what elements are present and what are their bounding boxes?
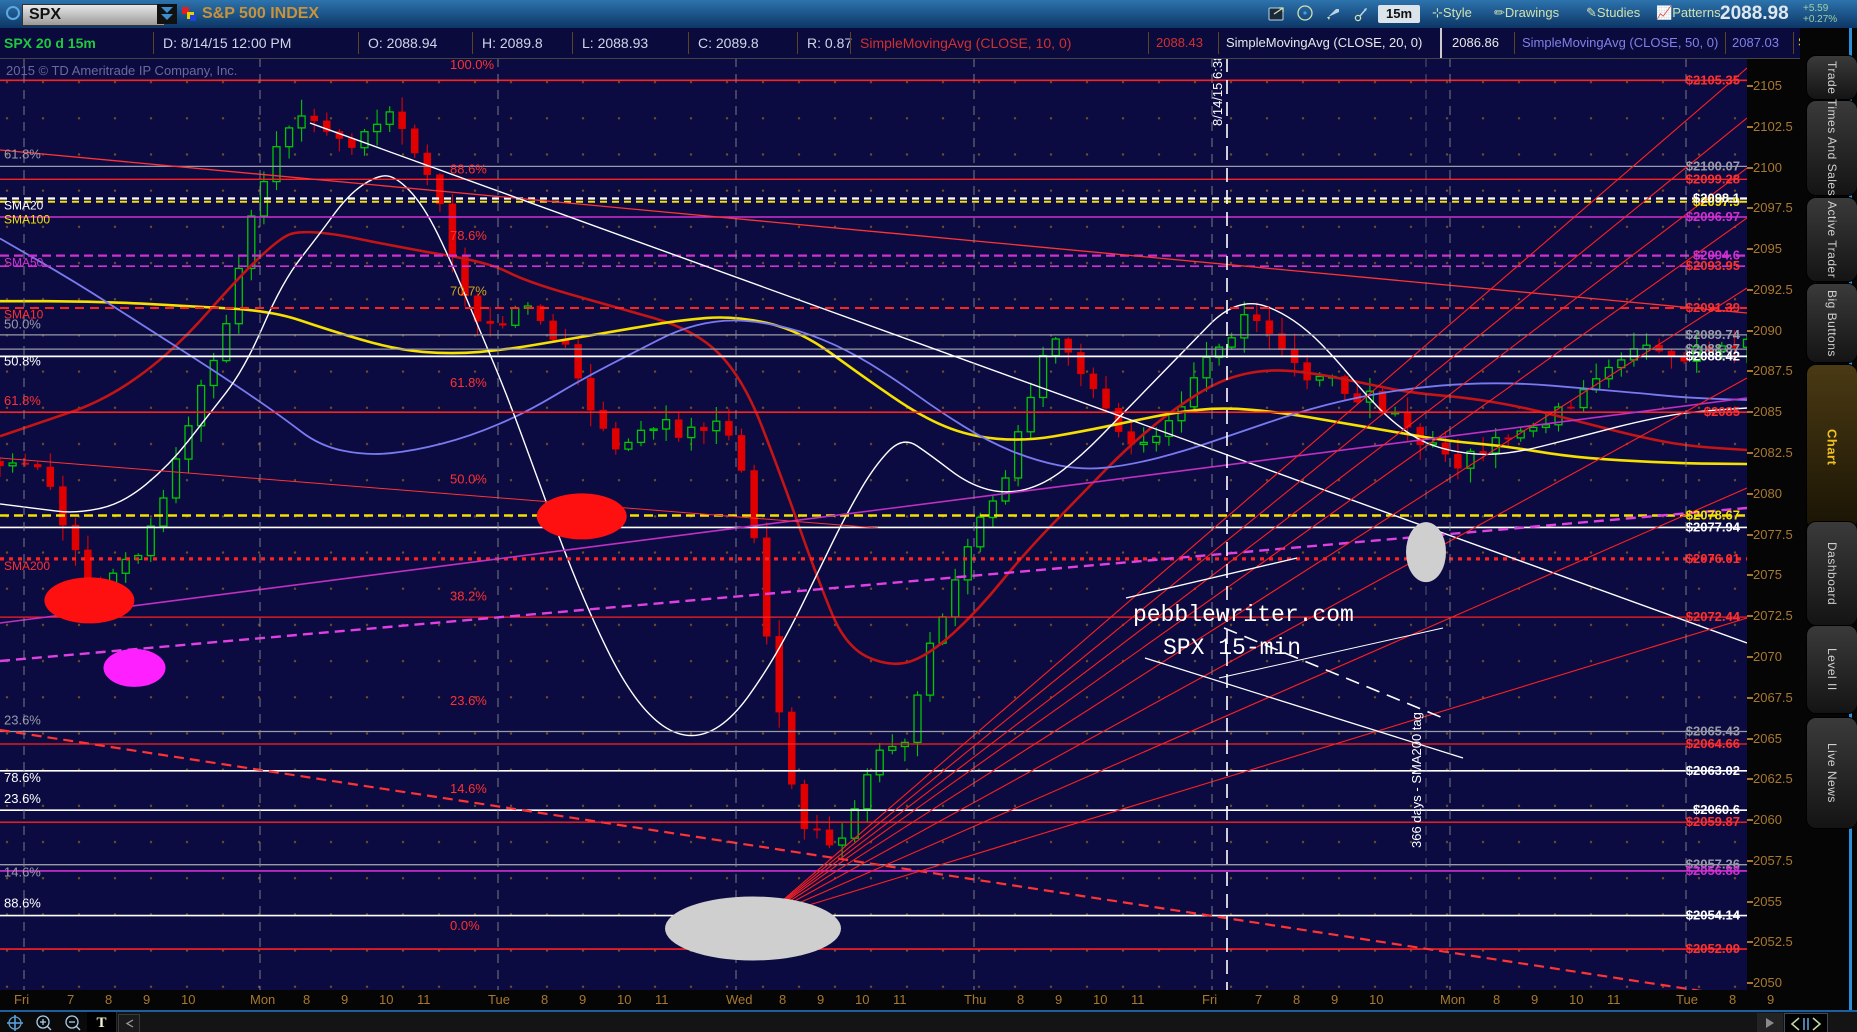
svg-text:$2099.28: $2099.28 [1686, 171, 1740, 186]
svg-text:SPX 15-min: SPX 15-min [1163, 635, 1301, 661]
svg-text:$2064.66: $2064.66 [1686, 736, 1740, 751]
svg-text:$2059.87: $2059.87 [1686, 814, 1740, 829]
svg-text:$2052.09: $2052.09 [1686, 941, 1740, 956]
svg-text:78.6%: 78.6% [450, 228, 487, 243]
svg-text:2015 © TD Ameritrade IP Compan: 2015 © TD Ameritrade IP Company, Inc. [6, 63, 237, 78]
svg-text:SMA20: SMA20 [4, 198, 44, 212]
svg-text:61.8%: 61.8% [4, 147, 41, 162]
svg-text:$2056.88: $2056.88 [1686, 863, 1740, 878]
svg-text:8/14/15 6:38 AM: 8/14/15 6:38 AM [1210, 58, 1225, 126]
svg-text:61.8%: 61.8% [4, 393, 41, 408]
svg-text:$2093.95: $2093.95 [1686, 258, 1740, 273]
svg-text:$2098.1: $2098.1 [1693, 191, 1740, 206]
svg-text:23.6%: 23.6% [4, 713, 41, 728]
svg-text:38.2%: 38.2% [450, 589, 487, 604]
svg-text:366 days - SMA200 tag: 366 days - SMA200 tag [1409, 712, 1424, 848]
svg-text:$2072.44: $2072.44 [1686, 609, 1741, 624]
svg-text:$2105.35: $2105.35 [1686, 72, 1740, 87]
svg-text:100.0%: 100.0% [450, 58, 495, 72]
svg-text:$2091.39: $2091.39 [1686, 300, 1740, 315]
svg-text:88.6%: 88.6% [450, 161, 487, 176]
svg-text:23.6%: 23.6% [450, 693, 487, 708]
svg-text:78.6%: 78.6% [4, 770, 41, 785]
svg-text:$2063.02: $2063.02 [1686, 763, 1740, 778]
svg-text:14.6%: 14.6% [450, 781, 487, 796]
svg-text:SMA200: SMA200 [4, 559, 50, 573]
svg-text:50.0%: 50.0% [450, 471, 487, 486]
svg-text:$2085: $2085 [1704, 404, 1740, 419]
svg-text:SMA50: SMA50 [4, 255, 44, 269]
svg-text:$2088.42: $2088.42 [1686, 348, 1740, 363]
svg-text:SMA100: SMA100 [4, 212, 50, 226]
svg-text:$2077.94: $2077.94 [1686, 519, 1741, 534]
svg-text:0.0%: 0.0% [450, 918, 480, 933]
svg-text:61.8%: 61.8% [450, 375, 487, 390]
svg-text:70.7%: 70.7% [450, 284, 487, 299]
svg-text:14.6%: 14.6% [4, 864, 41, 879]
svg-text:$2089.74: $2089.74 [1686, 327, 1741, 342]
svg-text:50.8%: 50.8% [4, 354, 41, 369]
svg-text:$2096.97: $2096.97 [1686, 209, 1740, 224]
svg-text:$2054.14: $2054.14 [1686, 908, 1741, 923]
svg-text:50.0%: 50.0% [4, 316, 41, 331]
svg-text:$2076.01: $2076.01 [1686, 551, 1740, 566]
svg-text:23.6%: 23.6% [4, 791, 41, 806]
svg-text:pebblewriter.com: pebblewriter.com [1133, 602, 1354, 628]
svg-text:88.6%: 88.6% [4, 895, 41, 910]
